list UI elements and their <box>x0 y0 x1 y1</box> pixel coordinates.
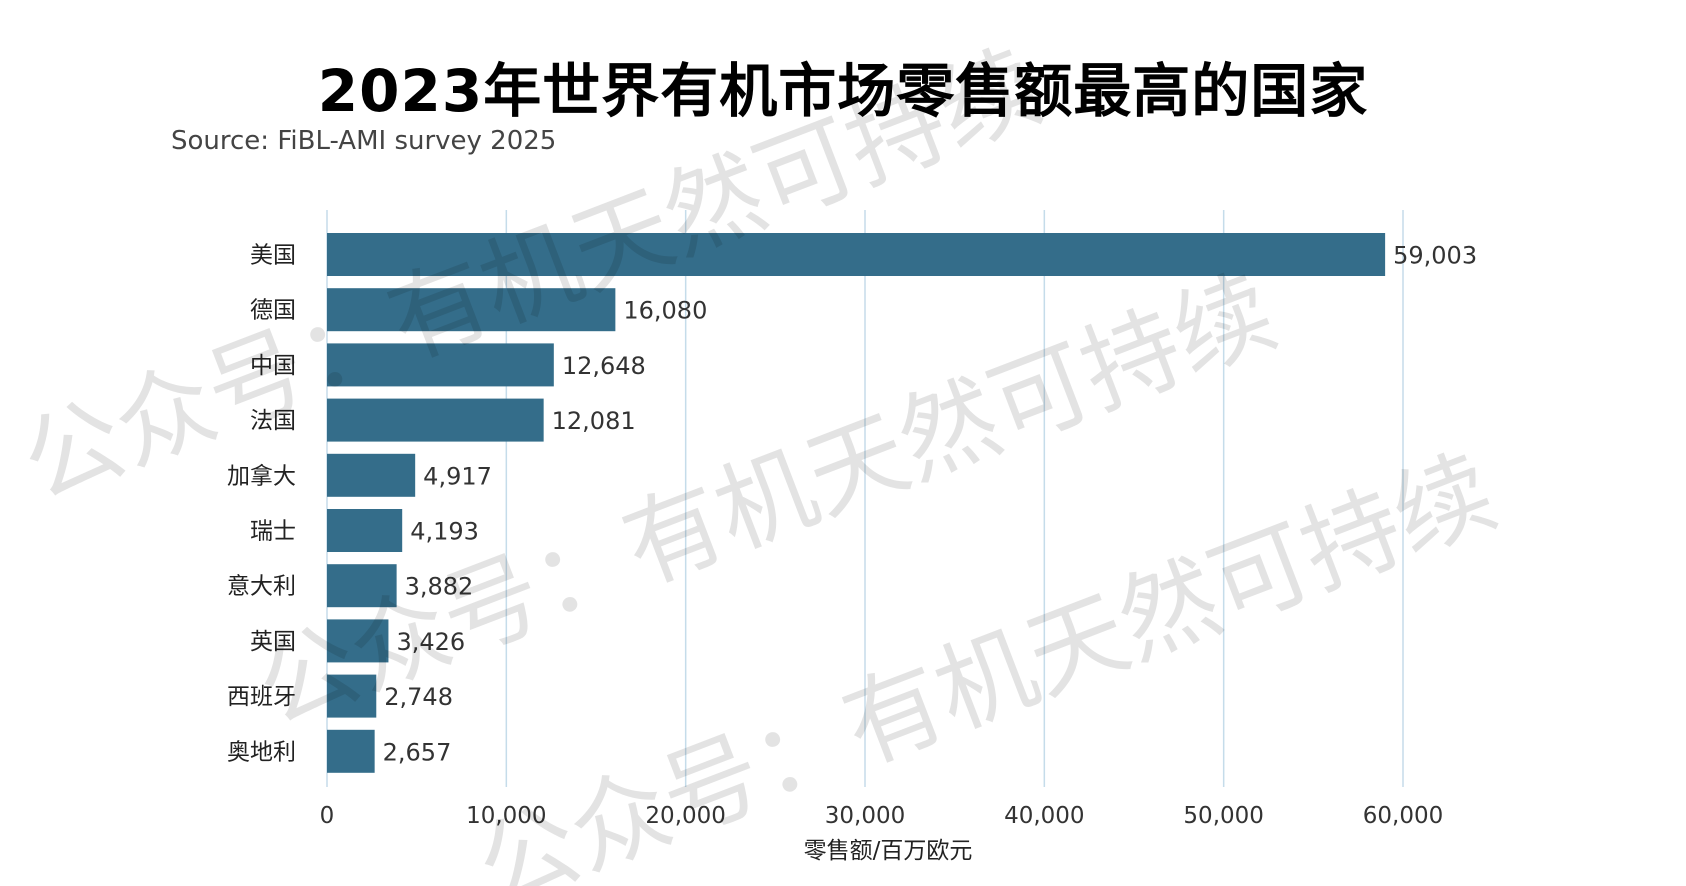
bar <box>327 288 616 332</box>
bar <box>327 509 403 552</box>
bar <box>327 674 377 718</box>
category-label: 英国 <box>250 629 296 655</box>
bar <box>327 564 397 608</box>
category-label: 德国 <box>250 298 296 324</box>
category-label: 西班牙 <box>227 684 296 710</box>
value-label: 2,748 <box>384 683 453 711</box>
category-label: 意大利 <box>227 574 296 600</box>
value-label: 12,648 <box>562 352 646 380</box>
category-label: 奥地利 <box>227 739 296 765</box>
category-label: 加拿大 <box>227 462 296 489</box>
value-label: 4,193 <box>410 518 479 546</box>
value-label: 2,657 <box>383 738 452 766</box>
x-tick-label: 30,000 <box>825 803 905 829</box>
bar <box>327 453 416 497</box>
value-label: 4,917 <box>423 462 492 490</box>
x-axis-ticks: 0 10,000 20,000 30,000 40,000 50,000 60,000 <box>320 803 1444 829</box>
x-axis-title: 零售额/百万欧元 <box>804 838 973 864</box>
value-label: 3,882 <box>405 573 474 601</box>
category-label: 美国 <box>250 243 296 269</box>
x-tick-label: 60,000 <box>1363 803 1443 829</box>
bar <box>327 619 389 663</box>
x-tick-label: 10,000 <box>466 803 546 829</box>
x-tick-label: 0 <box>320 803 335 829</box>
bar <box>327 398 544 442</box>
x-tick-label: 50,000 <box>1183 803 1263 829</box>
value-label: 12,081 <box>552 407 636 435</box>
bar <box>327 233 1386 276</box>
x-tick-label: 40,000 <box>1004 803 1084 829</box>
category-label: 中国 <box>250 353 296 379</box>
chart-source: Source: FiBL-AMI survey 2025 <box>171 126 557 156</box>
category-label: 法国 <box>250 408 296 434</box>
value-label: 3,426 <box>396 628 465 656</box>
x-tick-label: 20,000 <box>645 803 725 829</box>
chart-title: 2023年世界有机市场零售额最高的国家 <box>317 57 1369 125</box>
bar <box>327 729 375 773</box>
value-labels: 59,003 16,080 12,648 12,081 4,917 4,193 3,882 3… <box>383 242 1477 767</box>
category-label: 瑞士 <box>250 519 296 545</box>
bars <box>327 233 1386 773</box>
bar <box>327 343 554 387</box>
value-label: 16,080 <box>623 297 707 325</box>
value-label: 59,003 <box>1393 242 1477 270</box>
